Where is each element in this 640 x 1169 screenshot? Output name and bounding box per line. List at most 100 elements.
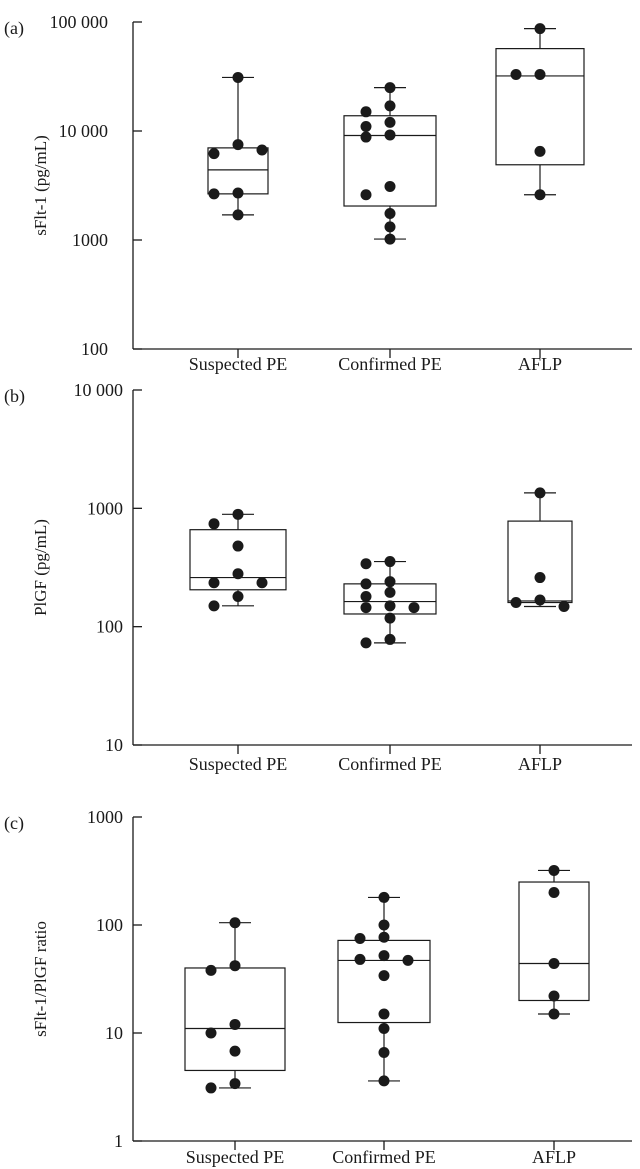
- data-point: [256, 577, 268, 589]
- y-tick-label: 100: [81, 339, 108, 359]
- panel-label: (a): [4, 18, 24, 39]
- data-point: [384, 612, 396, 624]
- y-tick-label: 10 000: [74, 380, 124, 400]
- data-point: [232, 540, 244, 552]
- data-point: [208, 148, 220, 160]
- iqr-box: [495, 48, 585, 166]
- box-group: [207, 71, 269, 221]
- data-point: [534, 68, 546, 80]
- data-point: [360, 120, 372, 132]
- y-axis-label: PlGF (pg/mL): [31, 519, 50, 616]
- data-point: [378, 931, 390, 943]
- x-tick-label: AFLP: [518, 354, 562, 374]
- data-point: [360, 637, 372, 649]
- data-point: [360, 558, 372, 570]
- y-axis-label: sFlt-1/PlGF ratio: [31, 921, 50, 1037]
- box-group: [518, 864, 590, 1020]
- data-point: [360, 578, 372, 590]
- y-axis-label: sFlt-1 (pg/mL): [31, 135, 50, 236]
- data-point: [232, 568, 244, 580]
- data-point: [229, 917, 241, 929]
- box-group: [184, 917, 286, 1094]
- x-tick-label: AFLP: [518, 754, 562, 774]
- data-point: [208, 577, 220, 589]
- data-point: [232, 209, 244, 221]
- iqr-box: [343, 115, 437, 207]
- data-point: [384, 100, 396, 112]
- data-point: [548, 864, 560, 876]
- data-point: [384, 221, 396, 233]
- data-point: [384, 633, 396, 645]
- data-point: [229, 1078, 241, 1090]
- data-point: [534, 594, 546, 606]
- data-point: [510, 68, 522, 80]
- data-point: [229, 1018, 241, 1030]
- box-group: [337, 891, 431, 1087]
- box-group: [343, 556, 437, 649]
- data-point: [354, 932, 366, 944]
- data-point: [548, 886, 560, 898]
- box-group: [507, 487, 573, 613]
- data-point: [354, 953, 366, 965]
- data-point: [378, 1008, 390, 1020]
- data-point: [534, 23, 546, 35]
- data-point: [378, 1023, 390, 1035]
- data-point: [548, 958, 560, 970]
- data-point: [208, 188, 220, 200]
- box-group: [189, 508, 287, 612]
- data-point: [378, 919, 390, 931]
- data-point: [378, 891, 390, 903]
- iqr-box: [507, 520, 573, 604]
- data-point: [534, 189, 546, 201]
- data-point: [384, 116, 396, 128]
- y-tick-label: 10: [105, 735, 123, 755]
- data-point: [534, 487, 546, 499]
- data-point: [510, 597, 522, 609]
- chart-panel-2: 10 100 1000 10 000 (b) PlGF (pg/mL) Suspected …: [4, 380, 632, 774]
- data-point: [205, 1027, 217, 1039]
- data-point: [378, 1075, 390, 1087]
- y-tick-label: 100: [96, 617, 123, 637]
- data-point: [384, 180, 396, 192]
- chart-panel-1: 100 1000 10 000 100 000 (a) sFlt-1 (pg/mL) Sus…: [4, 12, 632, 374]
- y-tick-label: 1000: [87, 498, 123, 518]
- x-tick-label: Confirmed PE: [332, 1147, 436, 1167]
- data-point: [378, 950, 390, 962]
- data-point: [534, 572, 546, 584]
- data-point: [232, 508, 244, 520]
- data-point: [378, 1046, 390, 1058]
- data-point: [402, 954, 414, 966]
- y-tick-label: 10: [105, 1023, 123, 1043]
- y-tick-label: 1000: [87, 807, 123, 827]
- panel-label: (b): [4, 386, 25, 407]
- y-tick-label: 1: [114, 1131, 123, 1151]
- data-point: [360, 131, 372, 143]
- data-point: [232, 187, 244, 199]
- data-point: [205, 1082, 217, 1094]
- iqr-box: [518, 881, 590, 1002]
- x-tick-label: Confirmed PE: [338, 754, 442, 774]
- box-group: [495, 23, 585, 201]
- data-point: [205, 964, 217, 976]
- data-point: [229, 960, 241, 972]
- data-point: [384, 129, 396, 141]
- data-point: [408, 602, 420, 614]
- box-group: [343, 82, 437, 245]
- data-point: [360, 590, 372, 602]
- data-point: [548, 990, 560, 1002]
- y-tick-label: 10 000: [59, 121, 109, 141]
- y-tick-label: 100: [96, 915, 123, 935]
- data-point: [384, 233, 396, 245]
- data-point: [384, 82, 396, 94]
- data-point: [232, 590, 244, 602]
- data-point: [534, 145, 546, 157]
- x-tick-label: Suspected PE: [189, 354, 288, 374]
- iqr-box: [189, 529, 287, 591]
- data-point: [232, 71, 244, 83]
- panel-label: (c): [4, 813, 24, 834]
- data-point: [256, 144, 268, 156]
- chart-panel-3: 1 10 100 1000 (c) sFlt-1/PlGF ratio Suspected …: [4, 807, 632, 1167]
- data-point: [360, 189, 372, 201]
- x-tick-label: Suspected PE: [186, 1147, 285, 1167]
